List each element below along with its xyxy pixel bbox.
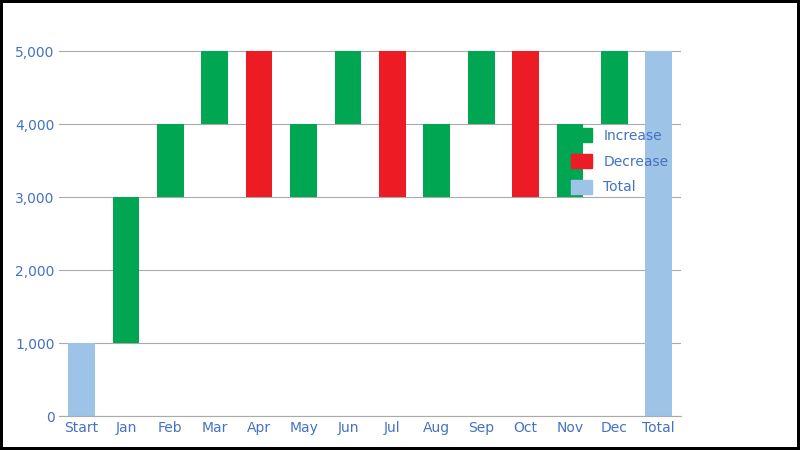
Bar: [113, 198, 139, 343]
Bar: [512, 51, 539, 198]
Bar: [290, 124, 317, 198]
Bar: [557, 124, 583, 198]
Bar: [468, 51, 494, 124]
Bar: [68, 343, 95, 416]
Bar: [202, 51, 228, 124]
Legend: Increase, Decrease, Total: Increase, Decrease, Total: [566, 122, 674, 200]
Bar: [646, 51, 672, 416]
Bar: [246, 51, 273, 198]
Bar: [423, 124, 450, 198]
Bar: [601, 51, 628, 124]
Bar: [334, 51, 362, 124]
Bar: [379, 51, 406, 198]
Bar: [157, 124, 184, 198]
